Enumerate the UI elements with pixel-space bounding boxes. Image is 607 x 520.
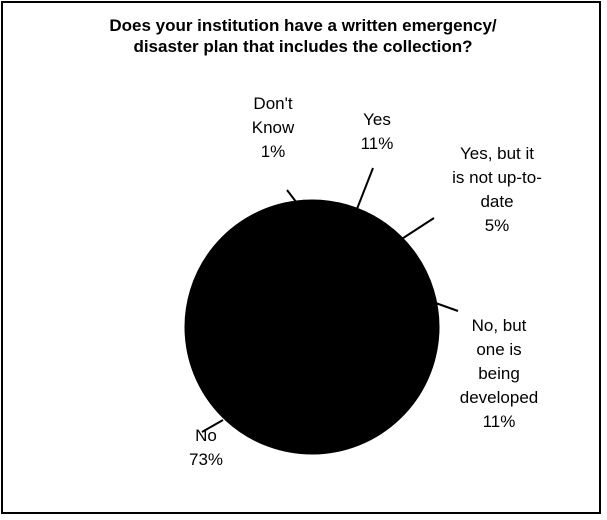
chart-title: Does your institution have a written eme… xyxy=(109,16,497,56)
pie-slice xyxy=(303,199,387,329)
leader-line xyxy=(429,300,459,312)
slice-label-line: Yes, but it xyxy=(460,144,534,163)
slice-label-line: 73% xyxy=(189,450,223,469)
leader-line xyxy=(286,189,301,208)
slice-label-line: Don't xyxy=(253,94,292,113)
leader-line xyxy=(201,419,224,433)
slice-label-line: is not up-to- xyxy=(452,168,542,187)
leader-line xyxy=(393,217,435,245)
pie-slice xyxy=(310,250,440,334)
slice-label-line: one is xyxy=(476,340,521,359)
pie-slice xyxy=(184,200,440,455)
slice-label-line: No, but xyxy=(472,316,527,335)
slice-label-line: Yes xyxy=(363,110,391,129)
slice-label-line: date xyxy=(480,192,513,211)
slice-label-line: Know xyxy=(252,118,295,137)
slice-label: No 73% xyxy=(189,426,223,469)
slice-label-line: No xyxy=(195,426,217,445)
slice-label-line: being xyxy=(478,364,520,383)
slice-label: No, but one is being developed 11% xyxy=(460,316,538,431)
slice-label-line: 1% xyxy=(261,142,286,161)
slice-label-line: 5% xyxy=(485,216,510,235)
leader-line xyxy=(354,167,374,215)
slice-label-line: 11% xyxy=(483,412,516,431)
slice-label-line: developed xyxy=(460,388,538,407)
slice-label: Yes, but it is not up-to-date 5% xyxy=(452,144,542,235)
slice-label: Yes 11% xyxy=(361,110,394,153)
slice-label-line: 11% xyxy=(361,134,394,153)
slice-label: Don't Know 1% xyxy=(252,94,295,161)
